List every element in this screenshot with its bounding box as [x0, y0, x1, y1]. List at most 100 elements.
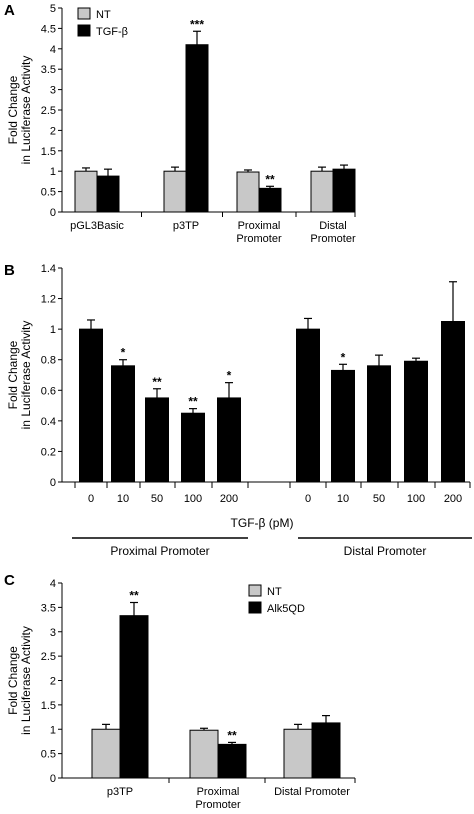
panel-c: C 0 0.5 1 1.5 2 2.5 3 3.5 4 Fold Change in Lucifer…	[4, 572, 356, 811]
panel-a-significance-label: ***	[190, 17, 204, 31]
panel-b-y-tick-label: 1.2	[41, 294, 56, 306]
panel-c-y-tick-label: 2.5	[41, 651, 56, 663]
panel-b-significance-label: *	[227, 369, 232, 383]
panel-b-x-axis-title: TGF-β (pM)	[231, 516, 294, 530]
panel-b-bar	[441, 321, 465, 483]
panel-b-y-tick-label: 0.2	[41, 446, 56, 458]
panel-b-y-axis-title: in Luciferase Activity	[19, 321, 33, 430]
panel-b-y-tick-label: 1.4	[41, 263, 56, 275]
panel-b-y-tick-label: 0.8	[41, 355, 56, 367]
panel-a-bar	[310, 170, 334, 213]
panel-b-dose-label: 100	[184, 493, 202, 505]
panel-c-label: C	[4, 572, 15, 589]
panel-b-dose-label: 100	[407, 493, 425, 505]
panel-b-group-label: Proximal Promoter	[110, 544, 209, 558]
panel-c-y-tick-label: 2	[50, 676, 56, 688]
panel-a-bar	[163, 170, 187, 213]
panel-a-label: A	[4, 2, 15, 19]
panel-c-bar	[119, 615, 149, 779]
panel-a-legend-swatch	[77, 7, 91, 20]
panel-c-category-label: Proximal	[197, 786, 240, 798]
panel-b-dose-label: 10	[117, 493, 129, 505]
panel-c-bar	[217, 743, 247, 779]
panel-b-dose-label: 50	[373, 493, 385, 505]
panel-a-legend-label: NT	[96, 9, 111, 21]
panel-c-y-tick-label: 1	[50, 724, 56, 736]
panel-a-y-axis-title: Fold Change	[6, 75, 20, 144]
panel-c-category-label: Distal Promoter	[274, 786, 350, 798]
panel-c-legend-label: NT	[267, 586, 282, 598]
panel-a-bar	[236, 171, 260, 213]
panel-c-bar	[311, 722, 341, 779]
panel-b-dose-label: 50	[151, 493, 163, 505]
panel-b-bar	[331, 369, 355, 483]
panel-a-category-label: Proximal	[238, 220, 281, 232]
panel-b-significance-label: **	[188, 395, 198, 409]
panel-c-significance-label: **	[227, 728, 237, 742]
panel-b-bar	[181, 412, 205, 483]
panel-a-y-tick-label: 1.5	[41, 146, 56, 158]
panel-a-category-label: Promoter	[310, 233, 356, 245]
panel-a-category-label: Distal	[319, 220, 347, 232]
panel-a-y-tick-label: 1	[50, 166, 56, 178]
panel-a-y-tick-label: 5	[50, 3, 56, 15]
panel-b-significance-label: *	[121, 346, 126, 360]
panel-b-significance-label: **	[152, 375, 162, 389]
panel-b-dose-label: 200	[444, 493, 462, 505]
panel-b-dose-label: 0	[305, 493, 311, 505]
panel-a-y-tick-label: 0.5	[41, 187, 56, 199]
panel-b: B 0 0.2 0.4 0.6 0.8 1 1.2 1.4 Fold Change in Luci…	[4, 262, 472, 558]
panel-a: A 0 0.5 1 1.5 2 2.5 3 3.5 4 4.5 5 Fold Change in Luc…	[4, 2, 356, 245]
panel-a-category-label: Promoter	[236, 233, 282, 245]
panel-c-y-tick-label: 0	[50, 773, 56, 785]
panel-c-y-tick-label: 4	[50, 578, 56, 590]
panel-b-label: B	[4, 262, 15, 279]
panel-c-legend-swatch	[248, 601, 262, 614]
panel-b-bar	[79, 328, 103, 483]
panel-a-bar	[332, 168, 356, 213]
panel-c-y-tick-label: 1.5	[41, 700, 56, 712]
panel-c-y-axis-title: in Luciferase Activity	[19, 626, 33, 735]
panel-b-dose-label: 0	[88, 493, 94, 505]
panel-b-dose-label: 200	[220, 493, 238, 505]
panel-a-bar	[258, 187, 282, 213]
panel-b-bar	[217, 397, 241, 483]
panel-b-significance-label: *	[341, 350, 346, 364]
panel-a-category-label: pGL3Basic	[70, 220, 124, 232]
panel-c-y-tick-label: 3	[50, 627, 56, 639]
panel-b-bar	[145, 397, 169, 483]
panel-c-y-axis-title: Fold Change	[6, 646, 20, 715]
panel-b-bar	[111, 365, 135, 483]
panel-b-y-tick-label: 0.6	[41, 385, 56, 397]
panel-a-legend-swatch	[77, 24, 91, 37]
panel-c-bar	[91, 728, 121, 779]
panel-b-y-tick-label: 0	[50, 477, 56, 489]
panel-a-category-label: p3TP	[173, 220, 199, 232]
panel-a-y-tick-label: 4.5	[41, 23, 56, 35]
panel-a-y-tick-label: 3.5	[41, 64, 56, 76]
panel-c-category-label: p3TP	[107, 786, 133, 798]
panel-a-y-tick-label: 0	[50, 207, 56, 219]
panel-b-bar	[367, 365, 391, 483]
panel-c-legend-label: Alk5QD	[267, 603, 305, 615]
panel-c-legend-swatch	[248, 584, 262, 597]
panel-c-category-label: Promoter	[195, 799, 241, 811]
panel-a-bar	[74, 170, 98, 213]
panel-a-y-tick-label: 4	[50, 44, 56, 56]
panel-c-significance-label: **	[129, 589, 139, 603]
panel-a-y-tick-label: 2.5	[41, 105, 56, 117]
panel-b-dose-label: 10	[337, 493, 349, 505]
panel-b-y-tick-label: 0.4	[41, 416, 56, 428]
panel-a-y-tick-label: 3	[50, 85, 56, 97]
panel-b-bar	[296, 328, 320, 483]
panel-c-bar	[189, 729, 219, 779]
panel-c-y-tick-label: 0.5	[41, 749, 56, 761]
panel-b-y-tick-label: 1	[50, 324, 56, 336]
panel-a-y-tick-label: 2	[50, 125, 56, 137]
panel-b-y-axis-title: Fold Change	[6, 340, 20, 409]
panel-a-significance-label: **	[265, 172, 275, 186]
panel-a-legend-label: TGF-β	[96, 26, 128, 38]
panel-a-y-axis-title: in Luciferase Activity	[19, 56, 33, 165]
panel-a-bar	[96, 175, 120, 213]
